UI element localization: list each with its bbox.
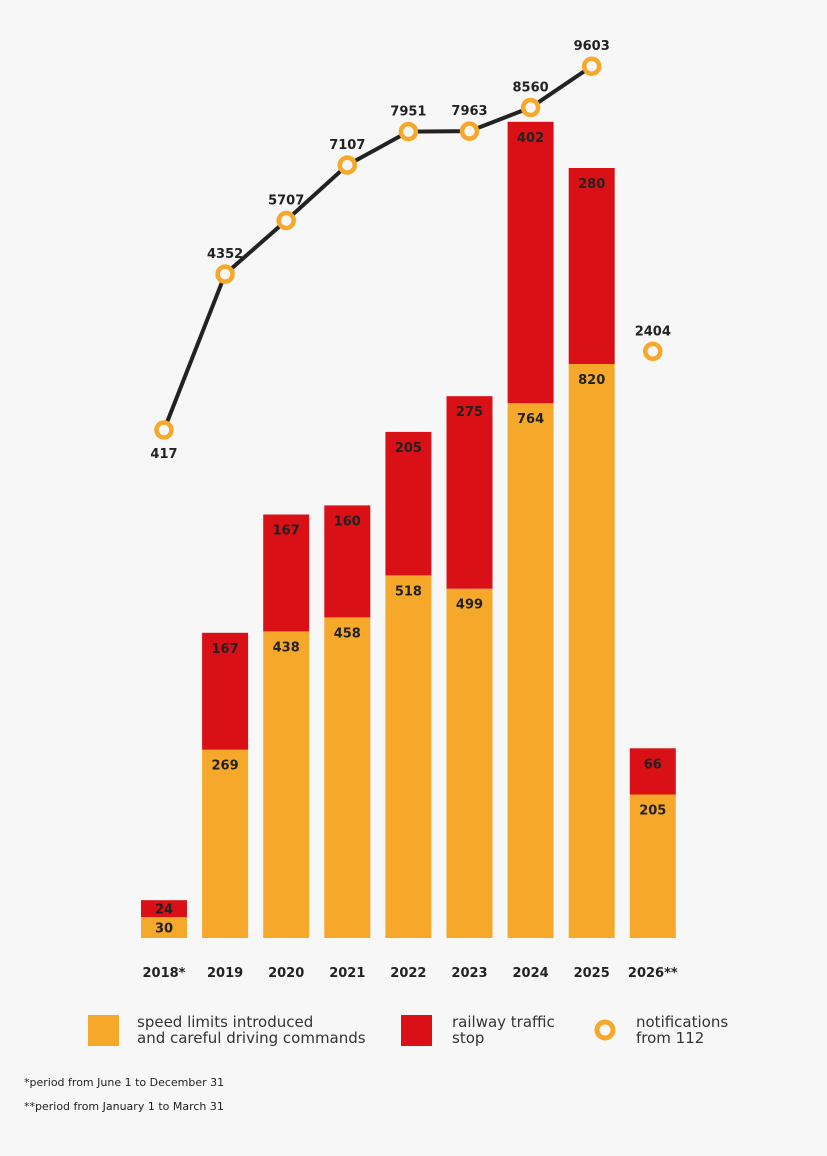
legend-marker-notifications: [594, 1019, 616, 1041]
bar-speed-2023: [446, 588, 493, 938]
notifications-label-2025: 9603: [574, 39, 610, 54]
legend-label-railway-1: railway traffic: [452, 1013, 555, 1031]
legend-label-railway-2: stop: [452, 1029, 484, 1047]
bar-speed-2022: [385, 575, 432, 938]
notifications-label-2022: 7951: [390, 105, 426, 120]
x-axis-ticks: 2018* 2019 2020 2021 2022 2023 2024 2025 2026**: [143, 966, 678, 981]
bar-speed-2020: [263, 631, 310, 938]
label-railway-2020: 167: [273, 524, 300, 539]
line-layer: 417 4352 5707 7107 7951 7963 8560 9603 2404: [150, 39, 670, 462]
notifications-point-2024: [520, 97, 541, 118]
legend-label-notifications-2: from 112: [636, 1029, 704, 1047]
bar-speed-2026**: [629, 794, 676, 938]
label-speed-2023: 499: [456, 598, 483, 613]
label-speed-2024: 764: [517, 412, 544, 427]
tick-2022: 2022: [390, 966, 426, 981]
label-speed-2020: 438: [273, 640, 300, 655]
notifications-point-2026**: [643, 341, 663, 362]
legend-swatch-speed: [88, 1015, 119, 1046]
bar-railway-2021: [324, 505, 371, 618]
label-speed-2026**: 205: [639, 804, 666, 819]
notifications-label-2024: 8560: [513, 81, 549, 96]
tick-2025: 2025: [574, 966, 610, 981]
notifications-line: [162, 64, 593, 431]
notifications-point-2025: [581, 56, 602, 76]
legend-label-speed-2: and careful driving commands: [137, 1029, 366, 1047]
tick-2023: 2023: [451, 966, 487, 981]
notifications-label-2018*: 417: [150, 447, 177, 462]
legend-label-notifications-1: notifications: [636, 1013, 728, 1031]
label-speed-2025: 820: [578, 373, 605, 388]
bar-speed-2024: [507, 403, 554, 938]
bars-layer: 30 24 269 167 438 167 458 160 518 205 499 275 764 402…: [141, 121, 676, 938]
label-speed-2021: 458: [334, 626, 361, 641]
bar-speed-2021: [324, 617, 371, 938]
bar-speed-2018*: [141, 917, 187, 938]
footnote-2: **period from January 1 to March 31: [24, 1100, 224, 1113]
notifications-point-2020: [276, 210, 296, 231]
bar-speed-2019: [202, 749, 249, 938]
bar-railway-2023: [446, 396, 493, 589]
tick-2021: 2021: [329, 966, 365, 981]
bar-railway-2026**: [629, 748, 676, 795]
legend: speed limits introduced and careful driv…: [88, 1013, 728, 1047]
label-speed-2018*: 30: [155, 922, 173, 937]
label-railway-2019: 167: [212, 642, 239, 657]
bar-railway-2019: [202, 632, 249, 750]
notifications-label-2023: 7963: [451, 104, 487, 119]
tick-2026**: 2026**: [628, 966, 678, 981]
notifications-label-2020: 5707: [268, 194, 304, 209]
bar-speed-2025: [568, 364, 615, 938]
footnote-1: *period from June 1 to December 31: [24, 1076, 224, 1089]
notifications-label-2026**: 2404: [635, 324, 671, 339]
notifications-point-2019: [215, 264, 235, 284]
tick-2018*: 2018*: [143, 966, 186, 981]
label-railway-2021: 160: [334, 514, 361, 529]
label-railway-2018*: 24: [155, 903, 173, 918]
bar-railway-2020: [263, 514, 310, 632]
label-railway-2022: 205: [395, 441, 422, 456]
notifications-label-2021: 7107: [329, 138, 365, 153]
notifications-label-2019: 4352: [207, 247, 243, 262]
notifications-point-2018*: [154, 420, 174, 440]
legend-swatch-railway: [401, 1015, 432, 1046]
bar-railway-2024: [507, 121, 554, 404]
tick-2024: 2024: [513, 966, 549, 981]
bar-railway-2018*: [141, 900, 187, 917]
label-railway-2024: 402: [517, 131, 544, 146]
tick-2020: 2020: [268, 966, 304, 981]
label-speed-2019: 269: [212, 759, 239, 774]
label-speed-2022: 518: [395, 584, 422, 599]
notifications-point-2022: [398, 121, 419, 142]
notifications-point-2023: [459, 121, 480, 141]
bar-railway-2025: [568, 168, 615, 364]
legend-label-speed-1: speed limits introduced: [137, 1013, 313, 1031]
notifications-point-2021: [337, 155, 358, 175]
tick-2019: 2019: [207, 966, 243, 981]
label-railway-2026**: 66: [644, 757, 662, 772]
label-railway-2025: 280: [578, 177, 605, 192]
bar-railway-2022: [385, 431, 432, 576]
label-railway-2023: 275: [456, 405, 483, 420]
